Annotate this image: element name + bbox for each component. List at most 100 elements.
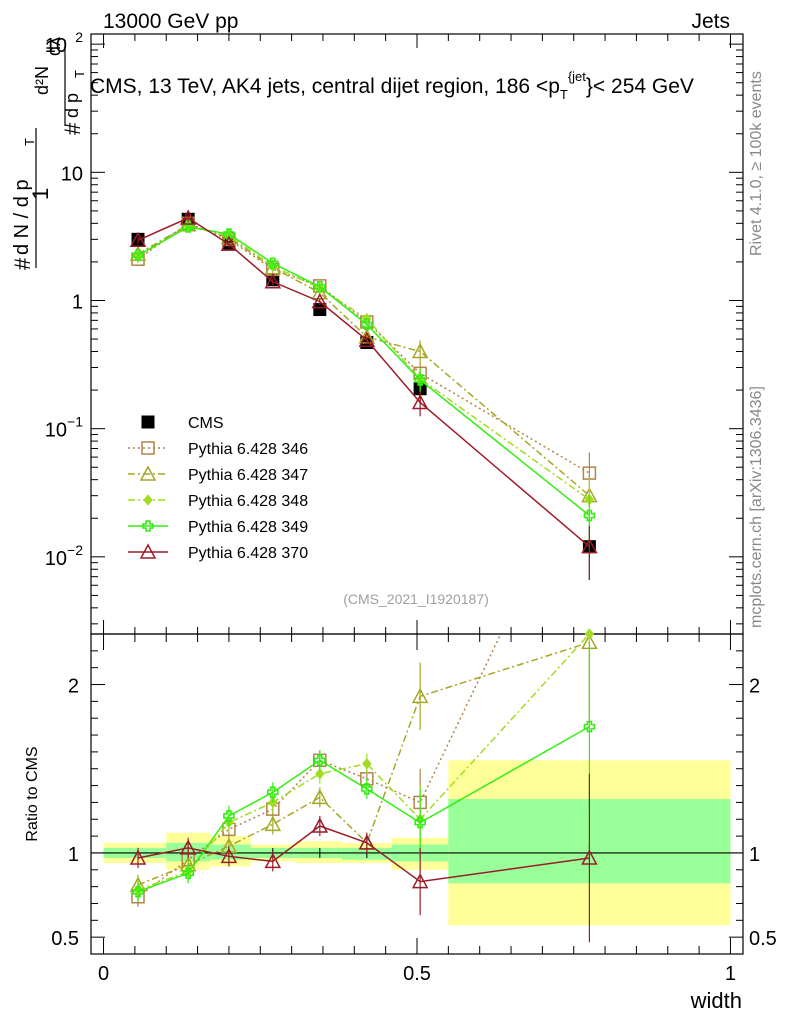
main-y-tick-label: 10 −2	[45, 542, 83, 570]
ratio-point-marker	[583, 720, 596, 733]
legend-entry: Pythia 6.428 370	[128, 543, 308, 562]
main-point-marker	[132, 249, 144, 262]
ratio-series-line	[137, 725, 590, 893]
main-title-text: CMS, 13 TeV, AK4 jets, central dijet reg…	[90, 75, 560, 98]
ratio-point-marker	[581, 849, 598, 865]
ratio-series-group	[129, 628, 598, 943]
y-label-one: 1	[28, 188, 53, 200]
legend: CMS Pythia 6.428 346 Pythia 6.428 347 Pythi…	[128, 415, 308, 562]
ratio-point-marker	[220, 847, 238, 864]
ratio-point-marker	[264, 815, 282, 832]
main-series-line	[137, 223, 590, 497]
y-label-hash-1: #	[10, 257, 35, 270]
main-y-tick-label: 10 −1	[45, 414, 83, 442]
ratio-point-marker	[315, 767, 325, 780]
ratio-point-marker	[129, 849, 147, 865]
legend-entry: Pythia 6.428 349	[128, 519, 308, 536]
main-point-marker	[358, 331, 376, 347]
main-y-tick-base: 10	[61, 163, 83, 185]
ratio-x-tick-label: 1	[725, 963, 736, 985]
ratio-point-marker	[311, 817, 329, 833]
main-y-tick-exp: −2	[67, 542, 83, 558]
main-point-marker	[267, 257, 279, 270]
ratio-point-marker	[264, 852, 282, 869]
ratio-point-marker	[223, 810, 235, 822]
legend-entry: Pythia 6.428 347	[128, 465, 308, 484]
main-y-tick-label: 10	[61, 163, 83, 185]
legend-label: Pythia 6.428 349	[188, 519, 308, 536]
y-label-den: d N / d p	[11, 179, 33, 255]
legend-entry: Pythia 6.428 346	[128, 441, 308, 458]
ratio-point-marker	[362, 757, 372, 770]
main-y-tick-exp: −1	[67, 414, 83, 430]
x-axis-label: width	[690, 988, 742, 1013]
main-series-pythia-6-428-348	[133, 220, 595, 533]
legend-label: Pythia 6.428 348	[188, 493, 308, 510]
legend-entry: CMS	[141, 415, 224, 432]
main-y-tick-exp: 2	[75, 29, 83, 45]
legend-label: Pythia 6.428 346	[188, 441, 308, 458]
ratio-y-tick-label-right: 2	[749, 676, 760, 698]
legend-label: Pythia 6.428 347	[188, 467, 308, 484]
ratio-x-tick-label: 0	[98, 963, 109, 985]
legend-marker	[139, 465, 157, 481]
analysis-watermark: (CMS_2021_I1920187)	[343, 591, 489, 607]
main-title-sup: {jet	[568, 69, 586, 84]
legend-marker	[143, 494, 153, 506]
ratio-series-line	[137, 825, 590, 883]
ratio-point-marker	[414, 816, 426, 829]
main-series-pythia-6-428-346	[131, 216, 597, 507]
main-title-sub: T	[560, 87, 568, 102]
main-series-pythia-6-428-370	[129, 209, 598, 580]
ratio-point-marker	[314, 754, 326, 767]
main-point-marker	[179, 209, 197, 225]
ratio-series-line	[137, 641, 590, 886]
ratio-x-tick-label: 0.5	[403, 963, 431, 985]
legend-marker	[141, 415, 155, 429]
y-label-dlambda: dλ	[44, 37, 64, 56]
ratio-point-marker	[179, 839, 197, 855]
y-label-hash-2: #	[60, 122, 85, 135]
main-title: CMS, 13 TeV, AK4 jets, central dijet reg…	[90, 69, 694, 102]
ratio-panel: 0.5 0.5 1 1 2 2 0 0.5 1 Ratio to CMS width	[24, 628, 777, 1013]
legend-entry: Pythia 6.428 348	[128, 493, 308, 510]
ratio-point-marker	[267, 786, 279, 799]
ratio-uncertainty-bands	[103, 760, 731, 926]
main-title-rest: }< 254 GeV	[586, 75, 694, 98]
y-label-num: d²N	[32, 66, 52, 95]
legend-marker	[142, 520, 154, 532]
main-y-tick-base: 10	[45, 420, 67, 442]
y-label-frac2-sub: T	[72, 70, 87, 78]
header-category-label: Jets	[691, 10, 730, 33]
mcplots-label: mcplots.cern.ch [arXiv:1306.3436]	[748, 386, 765, 628]
legend-label: Pythia 6.428 370	[188, 545, 308, 562]
main-point-marker	[583, 509, 596, 522]
main-series-line	[137, 225, 590, 501]
legend-marker	[141, 441, 155, 455]
main-point-marker	[220, 235, 238, 251]
legend-label: CMS	[188, 415, 224, 432]
main-point-marker	[361, 318, 373, 331]
main-point-marker	[414, 374, 426, 386]
main-point-marker	[581, 538, 598, 554]
ratio-y-label: Ratio to CMS	[24, 746, 41, 841]
ratio-point-marker	[584, 628, 595, 640]
main-y-tick-base: 10	[45, 548, 67, 570]
y-label-den-sub: T	[22, 138, 37, 146]
ratio-axis-ticks: 0.5 0.5 1 1 2 2 0 0.5 1	[51, 633, 777, 985]
ratio-y-tick-label-left: 0.5	[51, 928, 79, 950]
main-y-label: # 1 d N / d p T # d²N d p T dλ	[10, 37, 87, 270]
ratio-point-marker	[182, 867, 194, 879]
header-beam-label: 13000 GeV pp	[103, 10, 238, 33]
ratio-point-marker	[132, 885, 144, 898]
main-point-marker	[411, 393, 429, 410]
ratio-point-marker	[411, 687, 429, 704]
ratio-y-tick-label-right: 1	[749, 844, 760, 866]
main-y-tick-label: 1	[72, 291, 83, 313]
main-series-line	[137, 226, 590, 517]
main-y-tick-base: 10	[45, 35, 67, 57]
rivet-version-label: Rivet 4.1.0, ≥ 100k events	[748, 71, 765, 256]
